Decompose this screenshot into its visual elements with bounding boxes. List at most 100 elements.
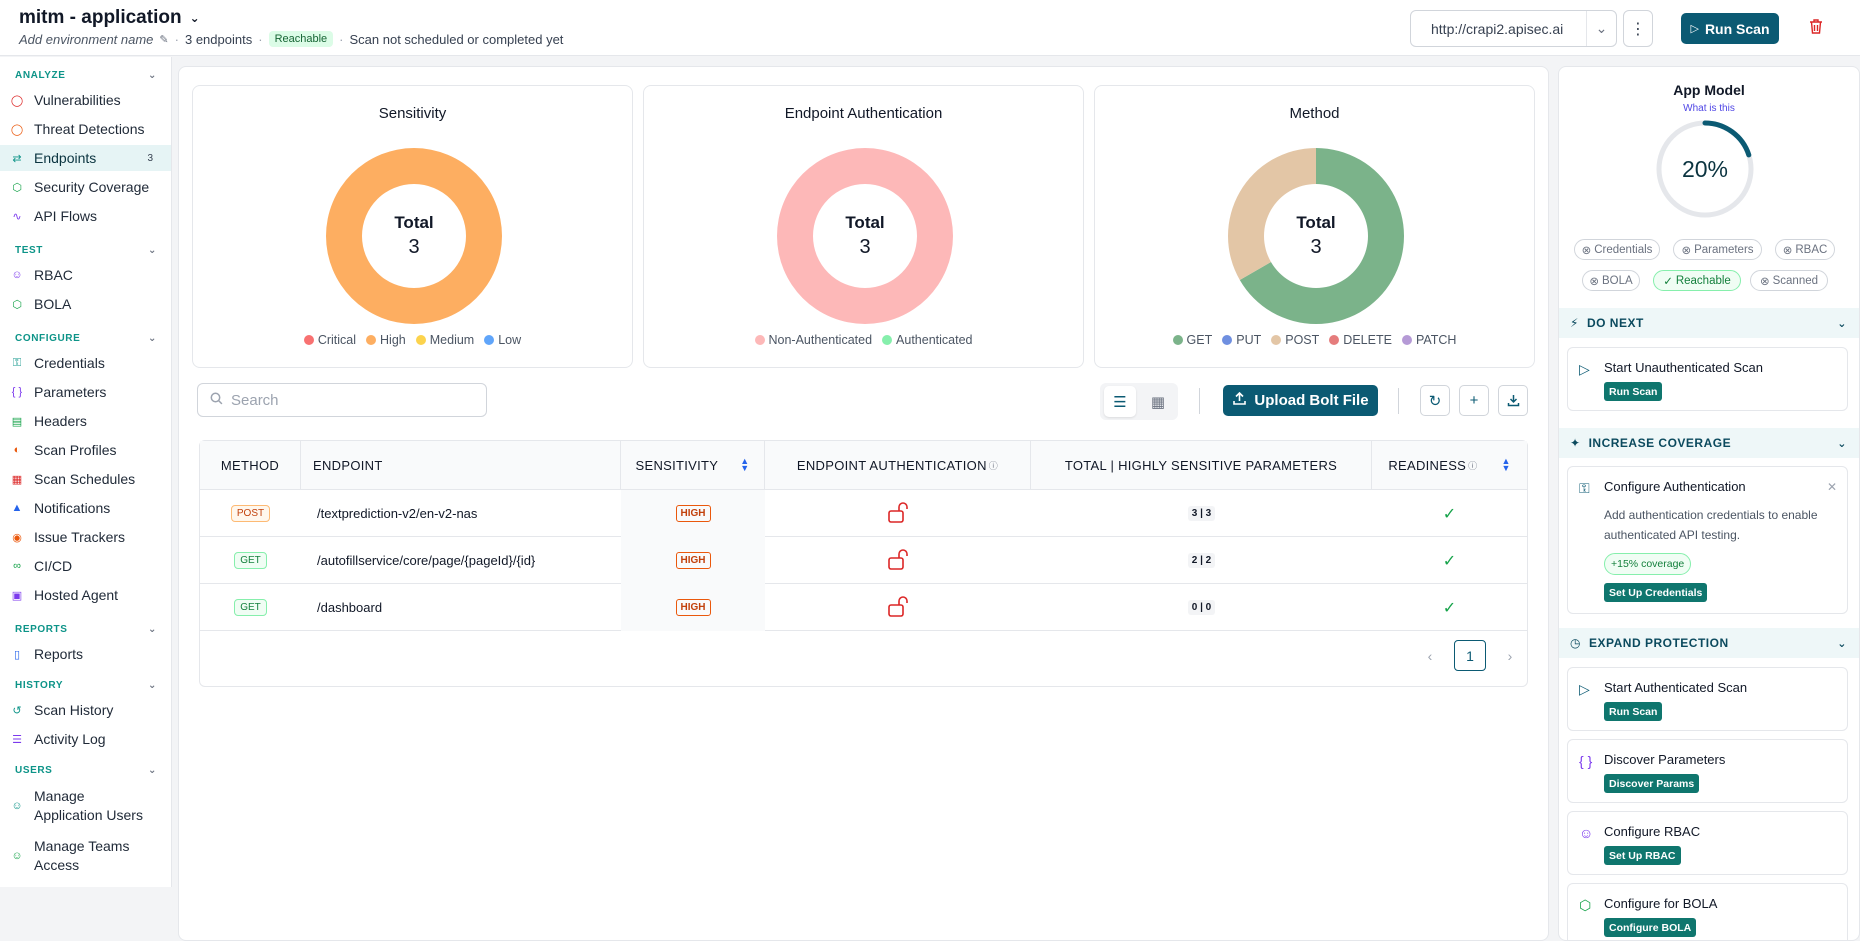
progress-percent: 20% xyxy=(1681,155,1729,182)
pencil-icon[interactable]: ✎ xyxy=(159,33,169,46)
sidebar-item-scan-schedules[interactable]: ▦ Scan Schedules xyxy=(0,466,171,492)
chip-rbac[interactable]: ⊗ RBAC xyxy=(1775,239,1835,260)
grid-view-icon[interactable]: ▦ xyxy=(1150,393,1166,411)
section-test[interactable]: TEST ⌄ xyxy=(15,245,157,256)
column-header-readiness[interactable]: READINESS ⓘ ▲ ▼ xyxy=(1372,441,1527,490)
donut-slice-get[interactable] xyxy=(1239,148,1404,324)
donut-slice-post[interactable] xyxy=(1228,148,1316,280)
sidebar-item-reports[interactable]: ▯ Reports xyxy=(0,641,171,667)
run-scan-button[interactable]: ▷ Run Scan xyxy=(1681,13,1779,44)
sidebar-item-vulnerabilities[interactable]: ◯ Vulnerabilities xyxy=(0,87,171,113)
section-users[interactable]: USERS ⌄ xyxy=(15,765,157,776)
sidebar-item-activity-log[interactable]: ☰ Activity Log xyxy=(0,726,171,752)
chip-parameters[interactable]: ⊗ Parameters xyxy=(1673,239,1762,260)
header-label: READINESS xyxy=(1388,457,1467,473)
legend-item[interactable]: High xyxy=(366,333,406,347)
more-options-icon[interactable]: ⋮ xyxy=(1623,10,1653,47)
sidebar-item-rbac[interactable]: ☺ RBAC xyxy=(0,262,171,288)
section-do-next[interactable]: ⚡︎ DO NEXT ⌄ xyxy=(1559,308,1859,338)
sidebar-item-credentials[interactable]: ⚿ Credentials xyxy=(0,350,171,376)
method-donut xyxy=(1228,148,1404,324)
search-input[interactable]: Search xyxy=(197,383,487,417)
sidebar-item-scan-history[interactable]: ↺ Scan History xyxy=(0,697,171,723)
column-header-endpoint[interactable]: ENDPOINT xyxy=(301,441,621,490)
sidebar-item-threat-detections[interactable]: ◯ Threat Detections xyxy=(0,116,171,142)
endpoint-path[interactable]: /autofillservice/core/page/{pageId}/{id} xyxy=(317,553,536,568)
legend-item[interactable]: Low xyxy=(484,333,521,347)
column-header-sensitivity[interactable]: SENSITIVITY ▲ ▼ xyxy=(621,441,765,490)
list-view-icon[interactable]: ☰ xyxy=(1104,386,1136,417)
sidebar-item-cicd[interactable]: ∞ CI/CD xyxy=(0,553,171,579)
app-selector[interactable]: mitm - application ⌄ xyxy=(19,7,200,29)
column-header-params[interactable]: TOTAL | HIGHLY SENSITIVE PARAMETERS xyxy=(1031,441,1372,490)
legend-item[interactable]: Medium xyxy=(415,333,474,347)
sidebar-item-endpoints[interactable]: ⇄ Endpoints 3 xyxy=(0,145,171,171)
section-reports[interactable]: REPORTS ⌄ xyxy=(15,624,157,635)
sidebar-item-bola[interactable]: ⬡ BOLA xyxy=(0,291,171,317)
upload-bolt-file-button[interactable]: Upload Bolt File xyxy=(1223,385,1378,416)
info-icon[interactable]: ⓘ xyxy=(988,460,999,471)
sidebar-item-api-flows[interactable]: ∿ API Flows xyxy=(0,203,171,229)
next-page-icon[interactable]: › xyxy=(1507,647,1513,664)
chip-bola[interactable]: ⊗ BOLA xyxy=(1582,270,1640,291)
sidebar-item-parameters[interactable]: { } Parameters xyxy=(0,379,171,405)
sidebar-item-hosted-agent[interactable]: ▣ Hosted Agent xyxy=(0,582,171,608)
environment-url-select[interactable]: http://crapi2.apisec.ai ⌄ xyxy=(1410,10,1617,47)
legend-item[interactable]: PATCH xyxy=(1401,333,1456,347)
section-history[interactable]: HISTORY ⌄ xyxy=(15,680,157,691)
total-label: Total xyxy=(1296,213,1336,232)
donut-slice-high[interactable] xyxy=(326,148,502,324)
method-badge: GET xyxy=(234,552,267,569)
sidebar-item-security-coverage[interactable]: ⬡ Security Coverage xyxy=(0,174,171,200)
close-icon[interactable]: ✕ xyxy=(1826,480,1837,494)
set-up-rbac-button[interactable]: Set Up RBAC xyxy=(1604,846,1681,865)
donut-slice-non-authenticated[interactable] xyxy=(777,148,953,324)
legend-item[interactable]: POST xyxy=(1271,333,1319,347)
env-name-field[interactable]: Add environment name xyxy=(19,31,154,47)
info-icon[interactable]: ⓘ xyxy=(1468,460,1478,471)
set-up-credentials-button[interactable]: Set Up Credentials xyxy=(1604,583,1708,602)
column-header-auth[interactable]: ENDPOINT AUTHENTICATION ⓘ xyxy=(765,441,1031,490)
what-is-this-link[interactable]: What is this xyxy=(1683,103,1735,114)
legend-item[interactable]: PUT xyxy=(1222,333,1261,347)
sort-icon[interactable]: ▲ ▼ xyxy=(1501,456,1511,473)
table-row[interactable]: POST /textprediction-v2/en-v2-nas HIGH 3… xyxy=(200,490,1527,537)
section-configure[interactable]: CONFIGURE ⌄ xyxy=(15,333,157,344)
section-increase-coverage[interactable]: ✦ INCREASE COVERAGE ⌄ xyxy=(1559,428,1859,458)
add-icon[interactable]: + xyxy=(1459,385,1489,416)
endpoint-path[interactable]: /textprediction-v2/en-v2-nas xyxy=(317,506,478,521)
run-scan-button[interactable]: Run Scan xyxy=(1604,702,1663,721)
section-expand-protection[interactable]: ◷ EXPAND PROTECTION ⌄ xyxy=(1559,628,1859,658)
sidebar-item-issue-trackers[interactable]: ◉ Issue Trackers xyxy=(0,524,171,550)
sidebar-item-scan-profiles[interactable]: ◐ Scan Profiles xyxy=(0,437,171,463)
run-scan-button[interactable]: Run Scan xyxy=(1604,382,1663,401)
table-row[interactable]: GET /autofillservice/core/page/{pageId}/… xyxy=(200,537,1527,584)
download-icon[interactable] xyxy=(1498,385,1528,416)
refresh-icon[interactable]: ↻ xyxy=(1420,385,1450,416)
sidebar-item-headers[interactable]: ▤ Headers xyxy=(0,408,171,434)
table-row[interactable]: GET /dashboard HIGH 0 | 0 ✓ xyxy=(200,584,1527,631)
method-badge: POST xyxy=(230,505,271,522)
sidebar-item-manage-teams[interactable]: ☺ Manage Teams Access xyxy=(0,834,171,878)
sort-icon[interactable]: ▲ ▼ xyxy=(740,456,750,473)
discover-params-button[interactable]: Discover Params xyxy=(1604,774,1700,793)
section-analyze[interactable]: ANALYZE ⌄ xyxy=(15,70,157,81)
legend-item[interactable]: Non-Authenticated xyxy=(754,333,872,347)
configure-bola-button[interactable]: Configure BOLA xyxy=(1604,918,1697,937)
chip-label: Credentials xyxy=(1594,243,1653,256)
sidebar-item-manage-app-users[interactable]: ☺ Manage Application Users xyxy=(0,784,171,828)
legend-item[interactable]: Critical xyxy=(303,333,356,347)
endpoint-path[interactable]: /dashboard xyxy=(317,600,383,615)
chip-credentials[interactable]: ⊗ Credentials xyxy=(1574,239,1660,260)
page-number[interactable]: 1 xyxy=(1454,640,1486,671)
column-header-method[interactable]: METHOD xyxy=(200,441,301,490)
chevron-down-icon[interactable]: ⌄ xyxy=(1586,11,1616,46)
chip-scanned[interactable]: ⊗ Scanned xyxy=(1750,270,1828,291)
prev-page-icon[interactable]: ‹ xyxy=(1427,647,1433,664)
chip-reachable[interactable]: ✓ Reachable xyxy=(1653,270,1741,291)
delete-icon[interactable] xyxy=(1808,18,1824,40)
legend-item[interactable]: Authenticated xyxy=(882,333,973,347)
legend-item[interactable]: GET xyxy=(1172,333,1212,347)
sidebar-item-notifications[interactable]: ▲ Notifications xyxy=(0,495,171,521)
legend-item[interactable]: DELETE xyxy=(1329,333,1392,347)
